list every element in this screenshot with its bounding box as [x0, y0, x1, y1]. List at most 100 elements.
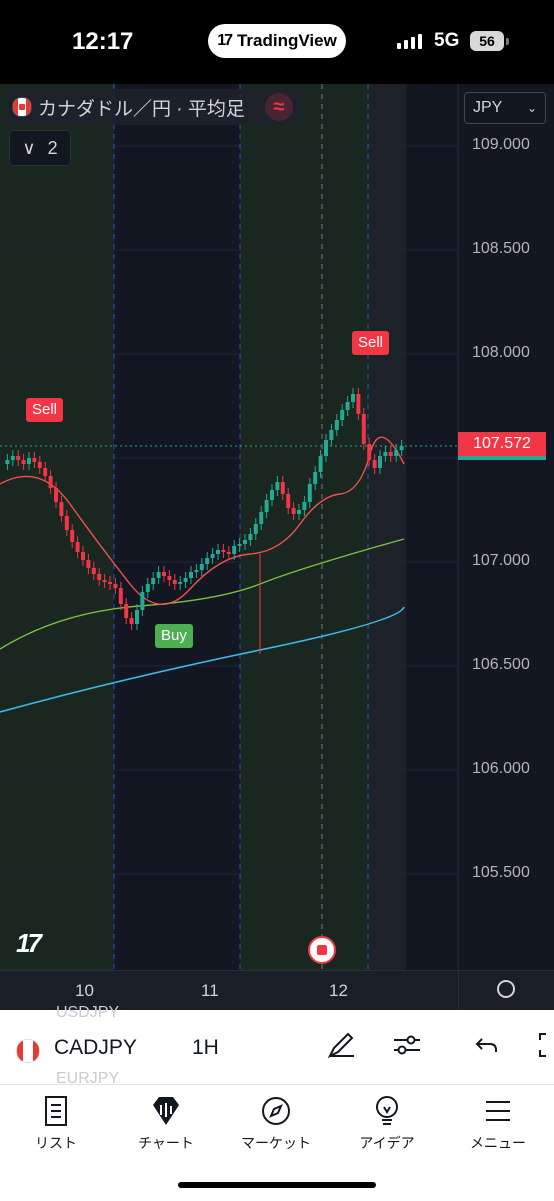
settings-hexagon-icon: [497, 980, 515, 998]
nav-item-ideas[interactable]: アイデア: [337, 1093, 437, 1153]
candle-body: [253, 524, 258, 534]
home-indicator[interactable]: [178, 1182, 376, 1188]
candle-body: [318, 456, 323, 472]
time-axis[interactable]: 10 11 12: [0, 970, 554, 1011]
chart-canvas[interactable]: [0, 84, 554, 970]
time-label: 12: [329, 981, 348, 1000]
signal-icon: [397, 33, 422, 49]
sell-signal-label: Sell: [26, 398, 64, 422]
price-label: 106.500: [472, 656, 530, 673]
chevron-down-icon: ⌄: [526, 101, 537, 115]
candle-body: [367, 444, 372, 460]
wave-icon[interactable]: ≈: [264, 93, 293, 121]
candle-body: [351, 394, 355, 402]
candle-body: [70, 530, 75, 542]
candle-body: [340, 410, 345, 420]
session-band: [240, 84, 370, 970]
candle-body: [108, 582, 112, 584]
candle-body: [189, 572, 193, 578]
indicators-sliders-icon[interactable]: [392, 1030, 422, 1067]
drawing-pen-icon[interactable]: [326, 1030, 356, 1067]
symbol-button[interactable]: CADJPY: [54, 1036, 137, 1059]
candle-body: [259, 512, 264, 524]
price-label: 105.500: [472, 864, 530, 881]
candle-body: [226, 552, 231, 554]
menu-icon: [448, 1093, 548, 1129]
candle-body: [356, 394, 361, 414]
tradingview-logo-icon: 17: [217, 32, 233, 49]
candle-body: [329, 430, 334, 440]
candle-body: [37, 462, 42, 468]
indicator-count: 2: [47, 137, 58, 158]
indicator-collapse-button[interactable]: ∨ 2: [9, 130, 71, 166]
bottom-nav: リスト チャート マーケット アイデア メニュー: [0, 1084, 554, 1201]
candle-body: [91, 568, 96, 574]
buy-signal-label: Buy: [155, 624, 193, 648]
candle-body: [172, 580, 177, 584]
currency-select[interactable]: JPY ⌄: [464, 92, 546, 124]
candle-body: [145, 584, 150, 592]
legend-title: カナダドル／円 · 平均足: [38, 98, 245, 120]
nav-item-menu[interactable]: メニュー: [448, 1093, 548, 1153]
last-price-badge: 107.572: [458, 432, 546, 458]
candle-body: [297, 510, 301, 514]
candle-body: [199, 564, 204, 570]
candle-body: [102, 580, 107, 582]
session-band: [370, 84, 406, 970]
price-label: 106.000: [472, 760, 530, 777]
candle-body: [48, 476, 53, 488]
candle-body: [32, 458, 37, 462]
nav-item-list[interactable]: リスト: [6, 1093, 106, 1153]
candle-body: [64, 516, 69, 530]
candle-body: [286, 494, 291, 508]
candle-body: [270, 490, 274, 500]
candle-body: [97, 574, 102, 580]
candle-body: [383, 452, 388, 456]
nav-item-market[interactable]: マーケット: [226, 1093, 326, 1153]
candle-body: [394, 450, 399, 456]
candle-body: [232, 546, 237, 554]
session-band: [0, 84, 114, 970]
time-label: 11: [201, 981, 219, 1000]
symbol-toolbar: USDJPY EURJPY CADJPY 1H: [0, 1004, 554, 1087]
candle-body: [216, 550, 220, 554]
candle-body: [210, 554, 215, 558]
last-price-underline: [458, 456, 546, 460]
ghost-symbol-next: EURJPY: [56, 1070, 120, 1087]
candle-body: [21, 460, 26, 464]
candle-body: [372, 460, 377, 468]
ma-slow-line: [0, 606, 405, 713]
candle-body: [16, 456, 21, 460]
candle-body: [307, 484, 312, 502]
status-bar: 12:17 17 TradingView 5G 56: [0, 0, 554, 84]
candle-body: [156, 572, 161, 578]
chart-area[interactable]: カナダドル／円 · 平均足 ≈ ∨ 2 JPY ⌄ 109.000 108.50…: [0, 84, 554, 1011]
battery-icon: 56: [470, 31, 504, 51]
candle-body: [280, 482, 285, 494]
price-label: 109.000: [472, 136, 530, 153]
nav-label: アイデア: [359, 1135, 415, 1151]
candle-body: [361, 414, 366, 444]
candle-body: [237, 544, 242, 546]
candle-body: [291, 508, 296, 514]
chart-legend[interactable]: カナダドル／円 · 平均足 ≈: [8, 89, 301, 125]
nav-item-chart[interactable]: チャート: [116, 1093, 216, 1153]
candle-body: [59, 502, 64, 516]
candle-body: [43, 468, 48, 476]
fullscreen-icon[interactable]: [536, 1030, 554, 1067]
economic-event-icon[interactable]: [308, 936, 336, 964]
candle-body: [124, 604, 129, 618]
sell-signal-label: Sell: [352, 331, 390, 355]
future-area: [406, 84, 458, 970]
candle-body: [5, 460, 10, 464]
candle-body: [140, 592, 145, 610]
candle-body: [248, 534, 253, 540]
chart-settings-button[interactable]: [458, 971, 554, 1011]
interval-button[interactable]: 1H: [192, 1036, 219, 1059]
undo-icon[interactable]: [474, 1030, 500, 1067]
candle-body: [75, 542, 80, 552]
candle-body: [345, 402, 350, 410]
ma-fast-line: [0, 436, 405, 605]
canada-flag-icon: [16, 1039, 40, 1063]
lightbulb-icon: [337, 1093, 437, 1129]
